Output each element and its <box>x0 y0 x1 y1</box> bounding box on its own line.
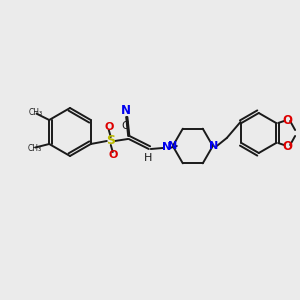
Text: H: H <box>144 153 152 163</box>
Text: O: O <box>282 140 292 152</box>
Text: N: N <box>121 103 131 116</box>
Text: N: N <box>162 142 171 152</box>
Text: O: O <box>282 113 292 127</box>
Text: S: S <box>106 134 115 148</box>
Text: N: N <box>168 141 177 151</box>
Text: O: O <box>108 150 118 160</box>
Text: N: N <box>209 141 218 151</box>
Text: CH₃: CH₃ <box>28 144 42 153</box>
Text: C: C <box>121 121 128 131</box>
Text: O: O <box>104 122 113 132</box>
Text: CH₃: CH₃ <box>28 108 43 117</box>
